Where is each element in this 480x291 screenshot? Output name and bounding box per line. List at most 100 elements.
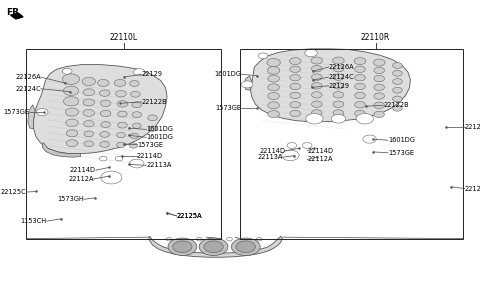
Circle shape — [333, 83, 344, 89]
Circle shape — [97, 79, 109, 86]
Circle shape — [36, 109, 48, 116]
Circle shape — [312, 65, 322, 72]
Circle shape — [374, 84, 384, 91]
Circle shape — [312, 92, 322, 98]
Circle shape — [302, 143, 312, 148]
Circle shape — [363, 135, 376, 143]
Circle shape — [227, 237, 232, 241]
Text: 1601DG: 1601DG — [146, 134, 173, 140]
Circle shape — [99, 90, 110, 96]
Text: 22112A: 22112A — [68, 176, 94, 182]
Circle shape — [374, 111, 384, 118]
Circle shape — [100, 132, 109, 137]
Circle shape — [101, 171, 122, 184]
Text: 1153CH: 1153CH — [21, 218, 47, 224]
Polygon shape — [251, 49, 410, 122]
Circle shape — [82, 77, 96, 86]
Circle shape — [231, 238, 260, 255]
Text: 22124C: 22124C — [15, 86, 41, 92]
Circle shape — [117, 101, 128, 107]
Polygon shape — [34, 65, 167, 154]
Circle shape — [355, 92, 365, 99]
Circle shape — [84, 131, 94, 137]
Circle shape — [100, 141, 109, 147]
Circle shape — [333, 74, 344, 80]
Text: 22114D: 22114D — [307, 148, 333, 154]
Circle shape — [83, 89, 95, 96]
Circle shape — [306, 113, 323, 124]
Text: 22122B: 22122B — [383, 102, 408, 108]
Circle shape — [132, 102, 142, 108]
Circle shape — [312, 74, 322, 80]
Circle shape — [84, 141, 94, 147]
Text: 1601DG: 1601DG — [214, 71, 241, 77]
Text: 22129: 22129 — [142, 71, 163, 77]
Circle shape — [355, 102, 365, 108]
Circle shape — [83, 99, 95, 106]
Text: 22129: 22129 — [329, 83, 350, 89]
Circle shape — [267, 67, 280, 74]
Bar — [240, 49, 463, 239]
Circle shape — [132, 123, 141, 128]
Circle shape — [333, 57, 344, 64]
Circle shape — [268, 75, 279, 82]
Circle shape — [290, 66, 300, 72]
Circle shape — [393, 105, 402, 111]
Text: 22114D: 22114D — [137, 153, 163, 159]
Circle shape — [355, 74, 365, 81]
Circle shape — [130, 159, 144, 168]
Polygon shape — [149, 236, 282, 257]
Circle shape — [373, 59, 385, 66]
Circle shape — [393, 96, 402, 102]
Circle shape — [100, 100, 111, 107]
Polygon shape — [28, 105, 35, 129]
Text: 1573GE: 1573GE — [3, 109, 29, 115]
Text: 1573GE: 1573GE — [388, 150, 414, 156]
Circle shape — [290, 92, 300, 99]
Circle shape — [66, 130, 78, 137]
Circle shape — [311, 57, 323, 64]
Text: 22114D: 22114D — [70, 167, 96, 173]
Circle shape — [132, 112, 142, 118]
Text: 22125A: 22125A — [465, 186, 480, 191]
Circle shape — [118, 111, 127, 117]
Circle shape — [101, 122, 110, 127]
Circle shape — [393, 63, 402, 68]
Circle shape — [268, 93, 279, 100]
Circle shape — [374, 102, 384, 109]
Circle shape — [63, 97, 79, 106]
Circle shape — [236, 241, 255, 253]
Circle shape — [118, 122, 127, 128]
Text: 1573GH: 1573GH — [57, 196, 84, 202]
Circle shape — [84, 120, 94, 127]
Circle shape — [290, 83, 300, 90]
Circle shape — [173, 241, 192, 253]
Circle shape — [133, 69, 145, 76]
Circle shape — [62, 68, 72, 74]
Circle shape — [290, 74, 300, 81]
Text: 22110R: 22110R — [361, 33, 390, 42]
Circle shape — [66, 119, 78, 127]
Text: 22125A: 22125A — [177, 213, 202, 219]
Circle shape — [312, 110, 322, 116]
Circle shape — [100, 110, 111, 117]
Text: 22126A: 22126A — [15, 74, 41, 80]
Text: 22113A: 22113A — [258, 154, 283, 160]
Circle shape — [268, 111, 279, 118]
Circle shape — [117, 132, 125, 138]
Circle shape — [393, 70, 402, 76]
Circle shape — [305, 49, 317, 57]
Circle shape — [374, 75, 384, 82]
Circle shape — [287, 143, 297, 148]
Circle shape — [83, 109, 95, 116]
Circle shape — [312, 83, 322, 89]
Circle shape — [333, 92, 344, 98]
Circle shape — [267, 58, 280, 67]
Text: 22112A: 22112A — [307, 157, 333, 162]
Circle shape — [62, 74, 80, 84]
Polygon shape — [244, 76, 252, 90]
Text: 22124C: 22124C — [329, 74, 355, 80]
Circle shape — [333, 110, 344, 116]
Circle shape — [355, 66, 365, 72]
Text: 22114D: 22114D — [260, 148, 286, 154]
